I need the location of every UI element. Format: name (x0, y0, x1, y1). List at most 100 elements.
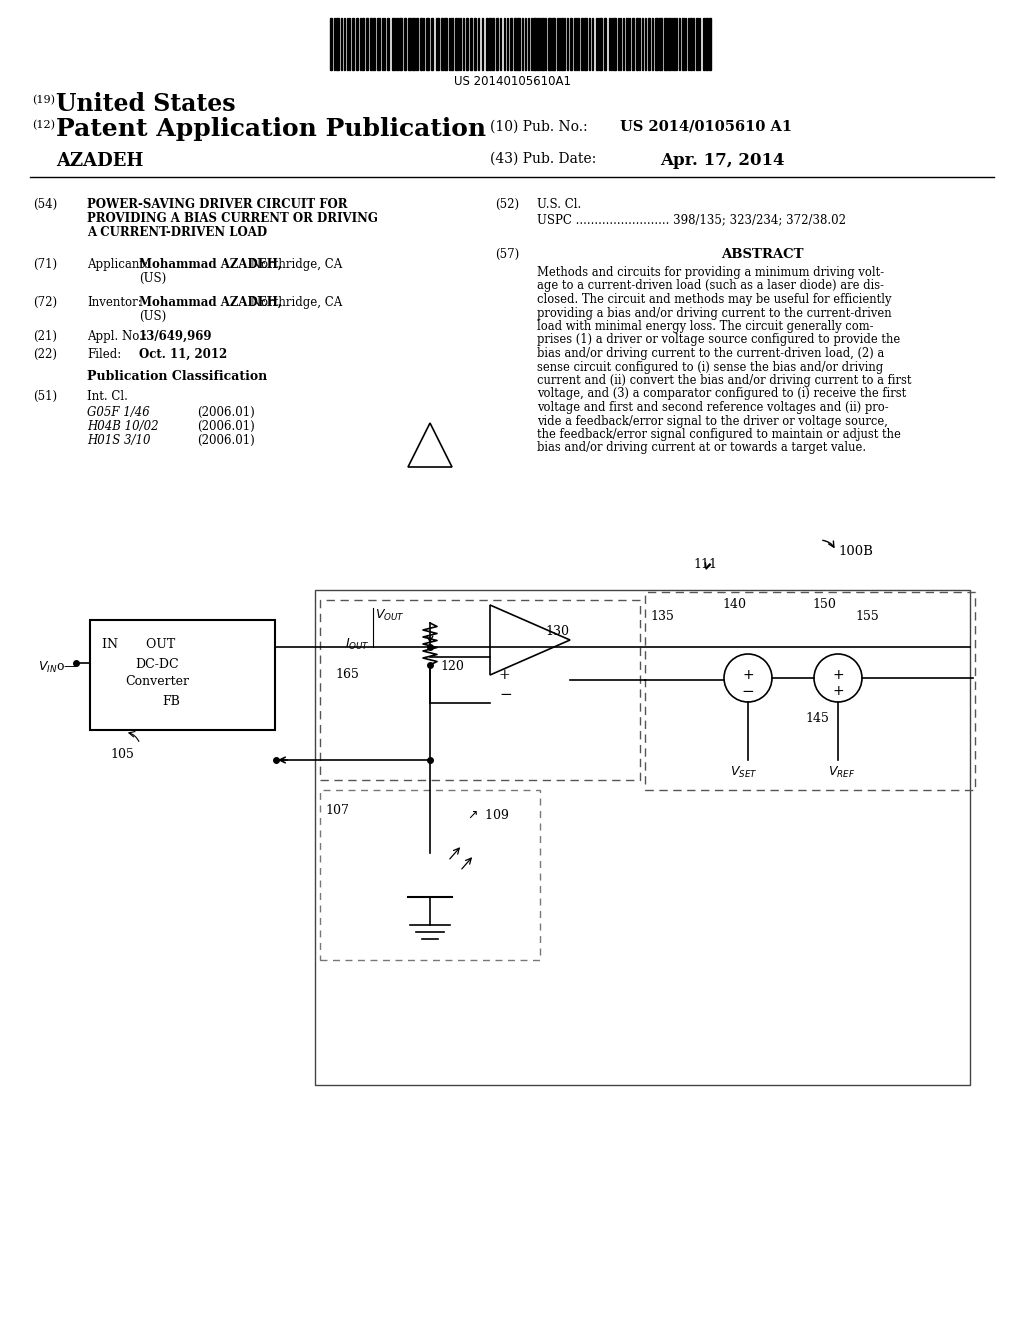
Bar (632, 18, 634, 70)
Bar (440, 18, 443, 70)
Bar (470, 18, 471, 70)
Text: providing a bias and/or driving current to the current-driven: providing a bias and/or driving current … (537, 306, 892, 319)
Bar (426, 18, 429, 70)
Text: (43) Pub. Date:: (43) Pub. Date: (490, 152, 596, 166)
Text: Mohammad AZADEH,: Mohammad AZADEH, (139, 296, 282, 309)
Text: $\nearrow$ 109: $\nearrow$ 109 (465, 808, 509, 822)
Bar (430, 18, 433, 70)
Text: 107: 107 (325, 804, 349, 817)
Text: Filed:: Filed: (87, 348, 121, 360)
Bar (654, 18, 657, 70)
Text: Inventor:: Inventor: (87, 296, 141, 309)
Bar (534, 18, 536, 70)
Bar (552, 18, 555, 70)
Text: FB: FB (162, 696, 180, 708)
Text: bias and/or driving current to the current-driven load, (2) a: bias and/or driving current to the curre… (537, 347, 885, 360)
Text: (21): (21) (33, 330, 57, 343)
Bar (673, 18, 675, 70)
Bar (517, 18, 520, 70)
Bar (362, 18, 364, 70)
Bar (702, 18, 705, 70)
Text: PROVIDING A BIAS CURRENT OR DRIVING: PROVIDING A BIAS CURRENT OR DRIVING (87, 213, 378, 224)
Text: (72): (72) (33, 296, 57, 309)
Text: (2006.01): (2006.01) (197, 407, 255, 418)
Text: G05F 1/46: G05F 1/46 (87, 407, 150, 418)
Text: Mohammad AZADEH,: Mohammad AZADEH, (139, 257, 282, 271)
Bar (561, 18, 562, 70)
Text: 111: 111 (693, 558, 717, 572)
Bar (645, 591, 975, 789)
Bar (668, 18, 670, 70)
Bar (373, 18, 375, 70)
Text: 140: 140 (722, 598, 746, 611)
Bar (451, 18, 453, 70)
Bar (696, 18, 697, 70)
Bar (513, 18, 516, 70)
Bar (581, 18, 583, 70)
Bar (489, 18, 490, 70)
Bar (391, 18, 394, 70)
Bar (689, 18, 691, 70)
Text: H04B 10/02: H04B 10/02 (87, 420, 159, 433)
Bar (659, 18, 662, 70)
Text: Publication Classification: Publication Classification (87, 370, 267, 383)
Text: 165: 165 (335, 668, 358, 681)
Text: Methods and circuits for providing a minimum driving volt-: Methods and circuits for providing a min… (537, 267, 884, 279)
Text: (US): (US) (139, 272, 166, 285)
Text: bias and/or driving current at or towards a target value.: bias and/or driving current at or toward… (537, 441, 866, 454)
Text: U.S. Cl.: U.S. Cl. (537, 198, 582, 211)
Bar (315, 590, 970, 1085)
Text: USPC ......................... 398/135; 323/234; 372/38.02: USPC ......................... 398/135; … (537, 213, 846, 226)
Bar (481, 18, 483, 70)
Bar (664, 18, 667, 70)
Text: Apr. 17, 2014: Apr. 17, 2014 (660, 152, 784, 169)
Text: the feedback/error signal configured to maintain or adjust the: the feedback/error signal configured to … (537, 428, 901, 441)
Bar (386, 18, 389, 70)
Bar (613, 18, 616, 70)
Bar (366, 18, 368, 70)
Text: vide a feedback/error signal to the driver or voltage source,: vide a feedback/error signal to the driv… (537, 414, 888, 428)
Text: (54): (54) (33, 198, 57, 211)
Text: (57): (57) (495, 248, 519, 261)
Text: (52): (52) (495, 198, 519, 211)
Bar (377, 18, 380, 70)
Text: +: + (833, 684, 844, 698)
Bar (709, 18, 711, 70)
Bar (90, 620, 275, 730)
Text: current and (ii) convert the bias and/or driving current to a first: current and (ii) convert the bias and/or… (537, 374, 911, 387)
Text: US 20140105610A1: US 20140105610A1 (454, 75, 570, 88)
Bar (416, 18, 418, 70)
Bar (435, 18, 438, 70)
Text: $I_{OUT}$: $I_{OUT}$ (345, 638, 370, 652)
Bar (455, 18, 457, 70)
Text: $V_{OUT}$: $V_{OUT}$ (375, 609, 404, 623)
Text: A CURRENT-DRIVEN LOAD: A CURRENT-DRIVEN LOAD (87, 226, 267, 239)
Bar (351, 18, 354, 70)
Bar (626, 18, 628, 70)
Text: age to a current-driven load (such as a laser diode) are dis-: age to a current-driven load (such as a … (537, 280, 884, 293)
Bar (412, 18, 415, 70)
Bar (408, 18, 411, 70)
Text: sense circuit configured to (i) sense the bias and/or driving: sense circuit configured to (i) sense th… (537, 360, 884, 374)
Text: IN       OUT: IN OUT (102, 638, 175, 651)
Text: −: − (741, 684, 755, 700)
Text: 145: 145 (805, 711, 828, 725)
Text: United States: United States (56, 92, 236, 116)
Bar (403, 18, 406, 70)
Text: voltage and first and second reference voltages and (ii) pro-: voltage and first and second reference v… (537, 401, 889, 414)
Text: −: − (499, 688, 512, 702)
Bar (319, 601, 640, 780)
Bar (604, 18, 606, 70)
Bar (463, 18, 464, 70)
Bar (617, 18, 618, 70)
Text: (19): (19) (32, 95, 55, 106)
Text: +: + (742, 668, 754, 682)
Text: Int. Cl.: Int. Cl. (87, 389, 128, 403)
Text: 150: 150 (812, 598, 836, 611)
Text: (10) Pub. No.:: (10) Pub. No.: (490, 120, 588, 135)
Text: closed. The circuit and methods may be useful for efficiently: closed. The circuit and methods may be u… (537, 293, 892, 306)
Text: Northridge, CA: Northridge, CA (247, 257, 342, 271)
Text: Converter: Converter (125, 675, 189, 688)
Text: Northridge, CA: Northridge, CA (247, 296, 342, 309)
Bar (492, 18, 494, 70)
